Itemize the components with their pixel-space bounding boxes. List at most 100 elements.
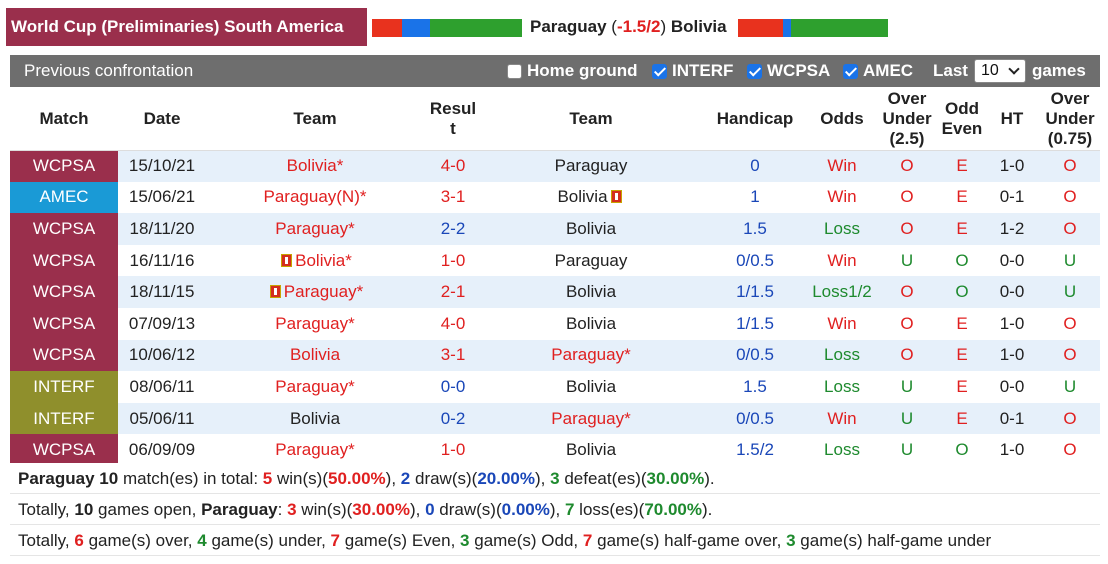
over-under-075-cell: O	[1040, 339, 1100, 372]
home-team[interactable]: Paraguay(N)*	[206, 181, 424, 214]
handicap-cell: 1.5/2	[700, 434, 810, 466]
red-card-icon	[281, 253, 293, 267]
handicap-cell: 1.5	[700, 213, 810, 245]
match-result[interactable]: 2-2	[424, 213, 482, 245]
filter-amec[interactable]: AMEC	[843, 55, 913, 87]
away-team[interactable]: Paraguay	[482, 150, 700, 182]
away-team[interactable]: Paraguay	[482, 244, 700, 277]
away-team[interactable]: Bolivia	[482, 434, 700, 466]
home-team[interactable]: Paraguay*	[206, 307, 424, 340]
section-title: Previous confrontation	[24, 61, 194, 80]
over-under-075-cell: O	[1040, 307, 1100, 340]
away-team-name[interactable]: Bolivia	[670, 17, 727, 36]
competition-badge[interactable]: WCPSA	[10, 276, 118, 308]
away-form-bar	[738, 19, 888, 37]
handicap-cell: 1/1.5	[700, 276, 810, 308]
competition-badge[interactable]: AMEC	[10, 181, 118, 214]
away-team[interactable]: Bolivia	[482, 213, 700, 245]
home-team[interactable]: Bolivia	[206, 402, 424, 435]
handicap-value: -1.5/2	[616, 17, 661, 36]
competition-badge[interactable]: WCPSA	[10, 213, 118, 245]
away-team[interactable]: Bolivia	[482, 371, 700, 403]
odd-even-cell: E	[940, 339, 984, 372]
table-row: WCPSA 07/09/13 Paraguay* 4-0 Bolivia 1/1.5 Win…	[10, 307, 1100, 340]
competition-badge[interactable]: WCPSA	[10, 339, 118, 372]
home-team[interactable]: Paraguay*	[206, 371, 424, 403]
match-date: 16/11/16	[118, 244, 206, 277]
away-team[interactable]: Bolivia	[482, 307, 700, 340]
col-odd-even: Odd Even	[940, 88, 984, 151]
table-row: INTERF 05/06/11 Bolivia 0-2 Paraguay* 0/0.5 Wi…	[10, 402, 1100, 435]
handicap-cell: 1.5	[700, 371, 810, 403]
checkbox-checked-icon[interactable]	[747, 63, 762, 79]
over-under-cell: U	[874, 244, 940, 277]
half-time-score: 1-0	[984, 339, 1040, 372]
competition-badge[interactable]: INTERF	[10, 371, 118, 403]
col-over-under-075: Over Under (0.75)	[1040, 88, 1100, 151]
over-under-075-cell: O	[1040, 434, 1100, 466]
table-row: WCPSA 06/09/09 Paraguay* 1-0 Bolivia 1.5/2 Los…	[10, 434, 1100, 466]
odd-even-cell: E	[940, 213, 984, 245]
league-title[interactable]: World Cup (Preliminaries) South America	[6, 8, 367, 46]
match-result[interactable]: 0-2	[424, 402, 482, 435]
last-games-control: Last 10 games	[933, 55, 1086, 87]
home-team[interactable]: Bolivia*	[206, 244, 424, 277]
filter-wcpsa[interactable]: WCPSA	[747, 55, 830, 87]
table-row: INTERF 08/06/11 Paraguay* 0-0 Bolivia 1.5 Loss…	[10, 371, 1100, 403]
checkbox-checked-icon[interactable]	[843, 63, 858, 79]
competition-badge[interactable]: WCPSA	[10, 150, 118, 182]
competition-badge[interactable]: WCPSA	[10, 434, 118, 466]
competition-badge[interactable]: INTERF	[10, 402, 118, 435]
half-time-score: 0-0	[984, 244, 1040, 277]
match-header: World Cup (Preliminaries) South America …	[0, 0, 1108, 53]
home-team[interactable]: Bolivia*	[206, 150, 424, 182]
home-team[interactable]: Bolivia	[206, 339, 424, 372]
home-team-name[interactable]: Paraguay	[530, 17, 607, 36]
away-team[interactable]: Paraguay*	[482, 339, 700, 372]
odds-result: Loss	[810, 339, 874, 372]
odds-result: Win	[810, 150, 874, 182]
odds-result: Loss	[810, 371, 874, 403]
odd-even-cell: O	[940, 244, 984, 277]
checkbox-icon[interactable]	[507, 63, 522, 79]
match-result[interactable]: 1-0	[424, 244, 482, 277]
match-result[interactable]: 0-0	[424, 371, 482, 403]
table-row: WCPSA 10/06/12 Bolivia 3-1 Paraguay* 0/0.5 Los…	[10, 339, 1100, 372]
last-label: Last	[933, 61, 968, 80]
half-time-score: 0-0	[984, 371, 1040, 403]
filter-amec-label: AMEC	[863, 61, 914, 80]
home-ground-label: Home ground	[527, 61, 638, 80]
home-team[interactable]: Paraguay*	[206, 276, 424, 308]
table-row: WCPSA 18/11/20 Paraguay* 2-2 Bolivia 1.5 Loss O…	[10, 213, 1100, 245]
handicap-cell: 0/0.5	[700, 244, 810, 277]
away-team[interactable]: Bolivia	[482, 276, 700, 308]
away-team[interactable]: Bolivia	[482, 181, 700, 214]
match-result[interactable]: 1-0	[424, 434, 482, 466]
summary-line-3: Totally, 6 game(s) over, 4 game(s) under…	[10, 525, 1100, 556]
competition-badge[interactable]: WCPSA	[10, 244, 118, 277]
table-row: WCPSA 18/11/15 Paraguay* 2-1 Bolivia 1/1.5 Los…	[10, 276, 1100, 308]
odd-even-cell: E	[940, 150, 984, 182]
handicap-cell: 1	[700, 181, 810, 214]
col-handicap: Handicap	[700, 88, 810, 151]
home-ground-toggle[interactable]: Home ground	[507, 55, 638, 87]
match-result[interactable]: 4-0	[424, 307, 482, 340]
match-result[interactable]: 3-1	[424, 339, 482, 372]
table-row: WCPSA 16/11/16 Bolivia* 1-0 Paraguay 0/0.5 Win…	[10, 244, 1100, 277]
over-under-cell: U	[874, 371, 940, 403]
half-time-score: 1-0	[984, 434, 1040, 466]
odd-even-cell: E	[940, 307, 984, 340]
competition-badge[interactable]: WCPSA	[10, 307, 118, 340]
filter-interf[interactable]: INTERF	[652, 55, 733, 87]
match-result[interactable]: 3-1	[424, 181, 482, 214]
home-team[interactable]: Paraguay*	[206, 434, 424, 466]
last-count-select[interactable]: 10	[973, 59, 1026, 83]
match-result[interactable]: 2-1	[424, 276, 482, 308]
odd-even-cell: E	[940, 402, 984, 435]
away-team[interactable]: Paraguay*	[482, 402, 700, 435]
match-result[interactable]: 4-0	[424, 150, 482, 182]
checkbox-checked-icon[interactable]	[652, 63, 667, 79]
odds-result: Loss1/2	[810, 276, 874, 308]
home-team[interactable]: Paraguay*	[206, 213, 424, 245]
over-under-075-cell: U	[1040, 371, 1100, 403]
